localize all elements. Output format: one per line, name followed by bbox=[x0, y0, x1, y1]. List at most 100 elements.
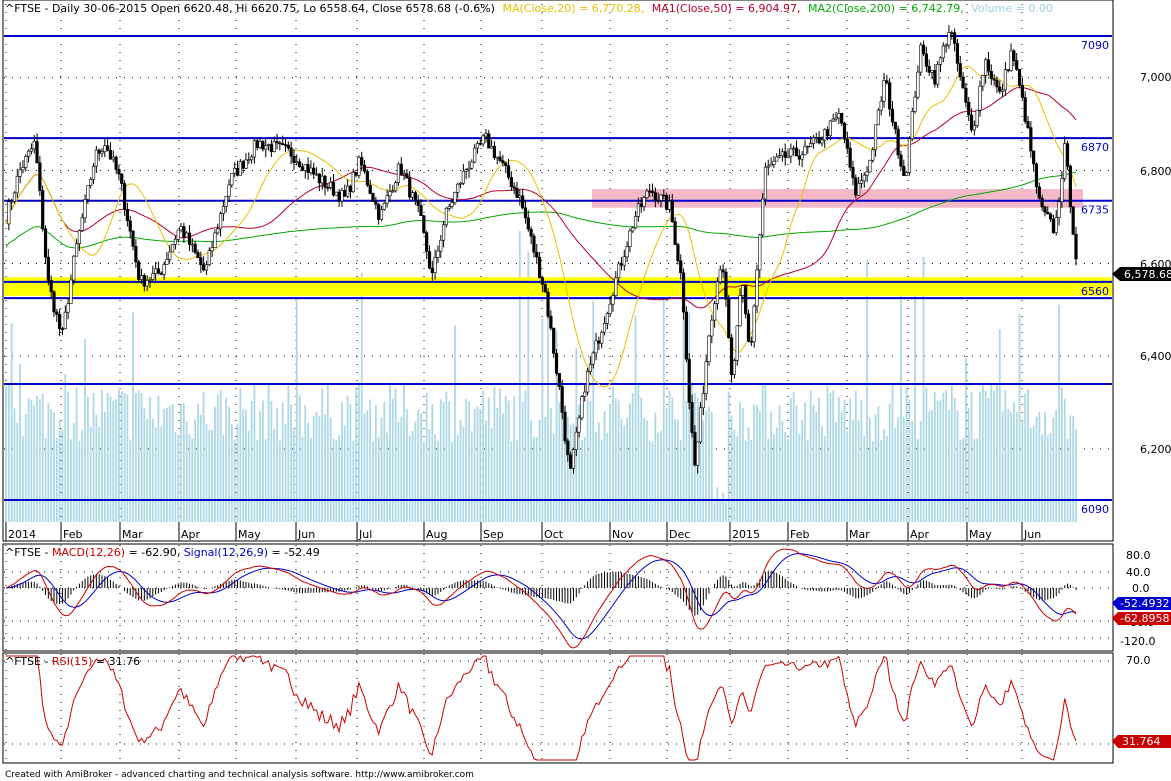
volume-bar bbox=[600, 440, 603, 522]
candle-body bbox=[967, 101, 971, 116]
candle-body bbox=[456, 183, 460, 193]
candle-body bbox=[447, 205, 451, 209]
volume-bar bbox=[883, 429, 885, 522]
volume-bar bbox=[391, 398, 394, 522]
volume-bar bbox=[174, 432, 177, 522]
candle-body bbox=[665, 195, 669, 210]
candle-body bbox=[382, 202, 386, 210]
candle-body bbox=[800, 154, 804, 160]
candle-body bbox=[715, 281, 720, 305]
candle-body bbox=[492, 145, 497, 159]
volume-bar bbox=[589, 401, 592, 522]
candle-body bbox=[896, 128, 900, 156]
volume-bar bbox=[38, 399, 41, 522]
volume-bar bbox=[295, 299, 298, 522]
volume-bar bbox=[665, 408, 668, 522]
candle-body bbox=[521, 195, 525, 209]
volume-bar bbox=[233, 439, 236, 522]
volume-bar bbox=[445, 391, 448, 522]
volume-bar bbox=[434, 434, 437, 522]
volume-bar bbox=[753, 404, 756, 522]
candle-body bbox=[583, 391, 587, 397]
y-tick-6400: 6,400 bbox=[1140, 350, 1171, 363]
last-price-tag: 6,578.68 bbox=[1112, 267, 1171, 281]
x-label-5: Jun bbox=[297, 528, 315, 541]
candle-body bbox=[786, 155, 790, 158]
volume-bar bbox=[411, 430, 414, 522]
candle-body bbox=[66, 303, 70, 313]
candle-body bbox=[261, 141, 265, 150]
volume-bar bbox=[524, 390, 527, 522]
volume-bar bbox=[239, 388, 242, 522]
candle-body bbox=[1057, 201, 1061, 218]
candle-body bbox=[823, 129, 827, 141]
volume-bar bbox=[566, 416, 569, 522]
volume-bar bbox=[397, 421, 400, 522]
volume-bar bbox=[1012, 402, 1015, 522]
volume-bar bbox=[1044, 412, 1046, 522]
candle-body bbox=[645, 190, 649, 199]
price-header: ^FTSE - Daily 30-06-2015 Open 6620.48, H… bbox=[5, 2, 1053, 15]
candle-body bbox=[187, 232, 192, 245]
y-tick-6800: 6,800 bbox=[1140, 165, 1171, 178]
volume-bar bbox=[310, 437, 312, 522]
volume-bar bbox=[662, 298, 665, 522]
candle-body bbox=[467, 167, 471, 171]
volume-bar bbox=[33, 405, 36, 522]
volume-bar bbox=[281, 402, 284, 522]
volume-bar bbox=[403, 382, 405, 522]
candle-body bbox=[29, 148, 34, 152]
candle-body bbox=[120, 173, 124, 184]
header-ma20: MA(Close,20) = 6,770.28, bbox=[502, 2, 644, 15]
volume-bar bbox=[925, 387, 928, 522]
candle-body bbox=[854, 177, 858, 196]
volume-bar bbox=[171, 403, 174, 522]
candle-body bbox=[128, 220, 132, 232]
candle-body bbox=[969, 114, 974, 131]
volume-bar bbox=[182, 403, 185, 522]
candle-body bbox=[422, 215, 426, 233]
volume-bar bbox=[795, 405, 798, 522]
volume-bar bbox=[569, 424, 572, 522]
volume-bar bbox=[459, 420, 462, 522]
volume-bar bbox=[747, 427, 750, 522]
volume-bar bbox=[741, 408, 744, 522]
candle-body bbox=[436, 250, 440, 258]
candle-body bbox=[43, 228, 48, 258]
candle-body bbox=[828, 120, 832, 137]
candle-body bbox=[504, 162, 508, 166]
volume-bar bbox=[643, 417, 645, 522]
volume-bar bbox=[400, 416, 403, 522]
rsi-value: = 31.76 bbox=[96, 655, 140, 668]
candle-body bbox=[817, 137, 821, 144]
candle-body bbox=[899, 154, 903, 167]
candle-body bbox=[7, 201, 11, 225]
volume-bar bbox=[1060, 387, 1063, 522]
volume-bar bbox=[343, 425, 346, 522]
candle-body bbox=[984, 59, 988, 76]
volume-bar bbox=[877, 406, 880, 522]
level-label-7090: 7090 bbox=[1081, 39, 1109, 52]
volume-bar bbox=[278, 440, 281, 522]
candle-body bbox=[648, 190, 652, 193]
candle-body bbox=[905, 172, 909, 176]
volume-bar bbox=[41, 393, 44, 522]
volume-bar bbox=[1052, 417, 1055, 522]
candle-body bbox=[264, 145, 268, 150]
volume-bar bbox=[7, 384, 10, 522]
volume-bar bbox=[157, 395, 160, 522]
volume-bar bbox=[987, 397, 990, 522]
volume-bar bbox=[832, 390, 835, 522]
volume-bar bbox=[530, 420, 533, 522]
volume-bar bbox=[270, 401, 273, 522]
candle-body bbox=[995, 79, 999, 88]
candle-body bbox=[255, 140, 259, 148]
candle-body bbox=[608, 303, 612, 314]
volume-bar bbox=[931, 409, 933, 522]
volume-bar bbox=[276, 407, 278, 522]
volume-bar bbox=[583, 436, 586, 522]
candle-body bbox=[882, 80, 886, 102]
x-axis: 2014 Feb Mar Apr May Jun Jul Aug Sep Oct Nov Dec 201… bbox=[5, 522, 1041, 541]
volume-bar bbox=[1029, 427, 1032, 522]
